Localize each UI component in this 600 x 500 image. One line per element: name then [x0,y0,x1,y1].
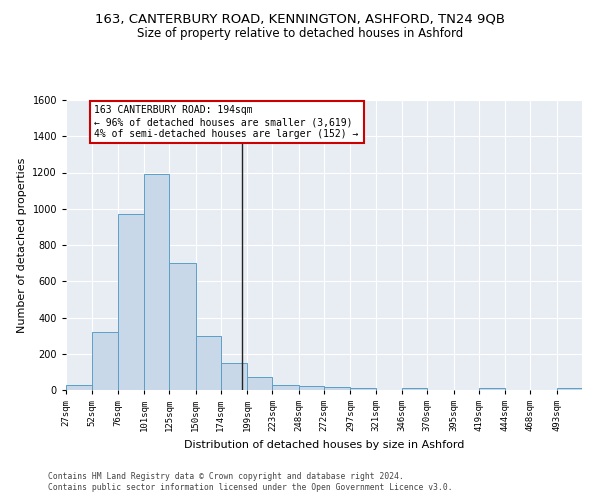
Bar [272,386,299,390]
Bar [350,388,376,390]
Bar [66,384,92,390]
X-axis label: Distribution of detached houses by size in Ashford: Distribution of detached houses by size … [184,440,464,450]
Text: Size of property relative to detached houses in Ashford: Size of property relative to detached ho… [137,28,463,40]
Bar [247,378,272,390]
Bar [557,388,582,390]
Text: 163 CANTERBURY ROAD: 194sqm
← 96% of detached houses are smaller (3,619)
4% of s: 163 CANTERBURY ROAD: 194sqm ← 96% of det… [94,106,359,138]
Text: Contains HM Land Registry data © Crown copyright and database right 2024.: Contains HM Land Registry data © Crown c… [48,472,404,481]
Bar [479,388,505,390]
Bar [118,214,144,390]
Y-axis label: Number of detached properties: Number of detached properties [17,158,27,332]
Bar [196,336,221,390]
Bar [169,263,196,390]
Text: 163, CANTERBURY ROAD, KENNINGTON, ASHFORD, TN24 9QB: 163, CANTERBURY ROAD, KENNINGTON, ASHFOR… [95,12,505,26]
Bar [299,386,324,390]
Bar [324,388,350,390]
Text: Contains public sector information licensed under the Open Government Licence v3: Contains public sector information licen… [48,484,452,492]
Bar [144,174,169,390]
Bar [92,332,118,390]
Bar [221,363,247,390]
Bar [402,388,427,390]
